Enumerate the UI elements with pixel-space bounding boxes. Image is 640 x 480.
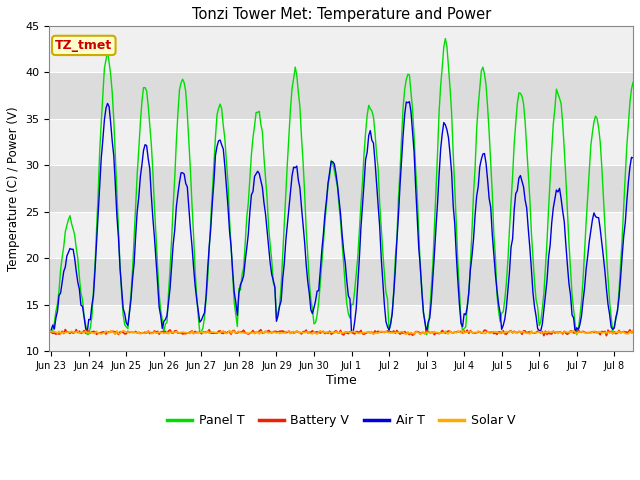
Bar xyxy=(49,305,633,351)
Bar xyxy=(49,119,633,165)
Bar xyxy=(49,212,633,258)
Text: TZ_tmet: TZ_tmet xyxy=(55,39,113,52)
Bar xyxy=(49,258,633,305)
Bar xyxy=(49,165,633,212)
Bar xyxy=(49,26,633,72)
Y-axis label: Temperature (C) / Power (V): Temperature (C) / Power (V) xyxy=(7,106,20,271)
X-axis label: Time: Time xyxy=(326,373,356,386)
Legend: Panel T, Battery V, Air T, Solar V: Panel T, Battery V, Air T, Solar V xyxy=(163,409,520,432)
Bar xyxy=(49,72,633,119)
Title: Tonzi Tower Met: Temperature and Power: Tonzi Tower Met: Temperature and Power xyxy=(191,7,491,22)
